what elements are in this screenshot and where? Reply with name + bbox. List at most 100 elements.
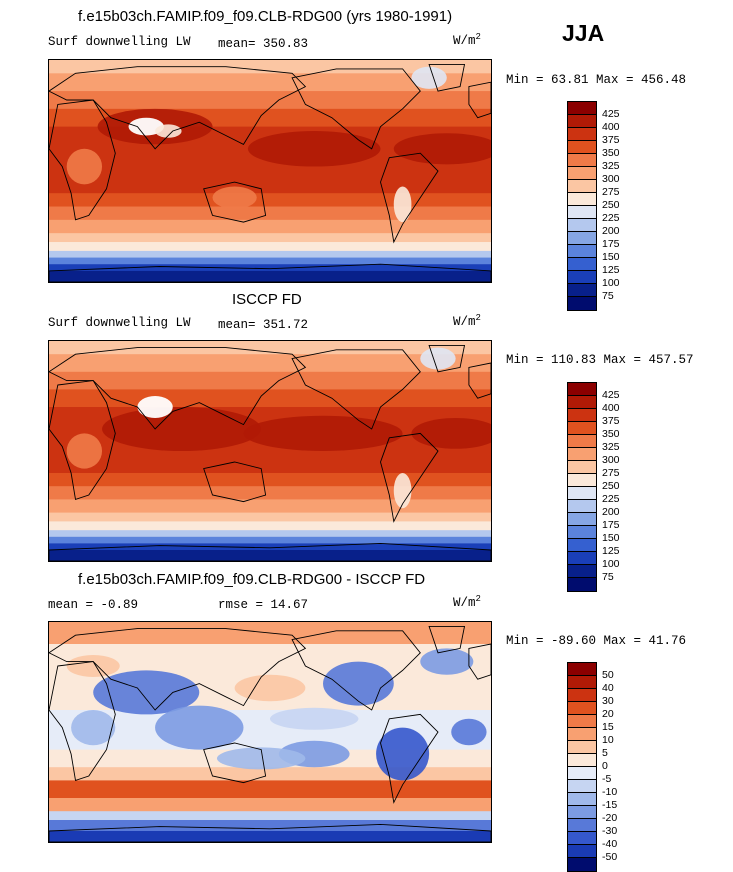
panel1-variable-label: Surf downwelling LW bbox=[48, 35, 191, 49]
panel1-units: W/m2 bbox=[453, 32, 481, 49]
coastline bbox=[428, 625, 466, 654]
field-band bbox=[49, 512, 491, 523]
colorbar-swatch bbox=[568, 219, 596, 232]
field-band bbox=[49, 644, 491, 667]
colorbar-tick-label: 325 bbox=[602, 160, 620, 172]
field-blob bbox=[323, 661, 394, 706]
field-blob bbox=[393, 186, 412, 223]
field-band bbox=[49, 270, 491, 282]
colorbar-swatch bbox=[568, 271, 596, 284]
colorbar-swatch bbox=[568, 154, 596, 167]
colorbar-tick-label: 225 bbox=[602, 493, 620, 505]
field-band bbox=[49, 264, 491, 272]
colorbar-tick-label: 375 bbox=[602, 134, 620, 146]
colorbar-swatch bbox=[568, 422, 596, 435]
colorbar-tick-label: -30 bbox=[602, 825, 618, 837]
colorbar-tick-label: 275 bbox=[602, 467, 620, 479]
colorbar-swatch bbox=[568, 435, 596, 448]
field-blob bbox=[216, 747, 306, 770]
field-band bbox=[49, 780, 491, 799]
colorbar-tick-label: 75 bbox=[602, 571, 614, 583]
coastline bbox=[380, 713, 439, 804]
colorbar-swatch bbox=[568, 232, 596, 245]
field-band bbox=[49, 206, 491, 221]
field-band bbox=[49, 219, 491, 235]
colorbar-tick-label: 300 bbox=[602, 173, 620, 185]
field-band bbox=[49, 371, 491, 391]
field-band bbox=[49, 242, 491, 252]
field-blob bbox=[66, 433, 103, 469]
coastline bbox=[291, 68, 421, 150]
panel2-map bbox=[48, 340, 492, 562]
colorbar-swatch bbox=[568, 258, 596, 271]
colorbar-tick-label: 10 bbox=[602, 734, 614, 746]
field-band bbox=[49, 389, 491, 408]
panel3-rmse-value: 14.67 bbox=[270, 598, 309, 612]
field-band bbox=[49, 341, 491, 356]
colorbar-tick-label: -20 bbox=[602, 812, 618, 824]
coastline bbox=[468, 643, 491, 680]
field-blob bbox=[420, 648, 474, 675]
colorbar-swatch bbox=[568, 715, 596, 728]
colorbar-swatch bbox=[568, 702, 596, 715]
coastline bbox=[203, 742, 267, 784]
field-blob bbox=[66, 148, 103, 185]
field-blob bbox=[137, 396, 173, 418]
colorbar-tick-label: 400 bbox=[602, 402, 620, 414]
colorbar-swatch bbox=[568, 578, 596, 591]
colorbar-tick-label: 15 bbox=[602, 721, 614, 733]
colorbar-swatch bbox=[568, 819, 596, 832]
colorbar-swatch bbox=[568, 754, 596, 767]
field-band bbox=[49, 354, 491, 373]
panel1-colorbar bbox=[567, 101, 597, 311]
field-band bbox=[49, 521, 491, 532]
field-band bbox=[49, 811, 491, 821]
panel3-map bbox=[48, 621, 492, 843]
colorbar-swatch bbox=[568, 193, 596, 206]
panel3-colorbar bbox=[567, 662, 597, 872]
field-band bbox=[49, 73, 491, 93]
colorbar-tick-label: 125 bbox=[602, 545, 620, 557]
colorbar-tick-label: 300 bbox=[602, 454, 620, 466]
colorbar-swatch bbox=[568, 728, 596, 741]
field-band bbox=[49, 767, 491, 782]
colorbar-tick-label: 425 bbox=[602, 108, 620, 120]
field-blob bbox=[93, 670, 200, 715]
field-band bbox=[49, 233, 491, 244]
panel1-mean-value: 350.83 bbox=[263, 37, 309, 51]
panel2-variable-label: Surf downwelling LW bbox=[48, 316, 191, 330]
coastline bbox=[49, 66, 307, 150]
field-blob bbox=[155, 705, 244, 750]
field-band bbox=[49, 91, 491, 110]
panel1-mean-label: mean= 350.83 bbox=[218, 37, 309, 51]
colorbar-swatch bbox=[568, 689, 596, 702]
colorbar-swatch bbox=[568, 448, 596, 461]
field-blob bbox=[102, 407, 262, 451]
colorbar-swatch bbox=[568, 245, 596, 258]
colorbar-tick-label: 400 bbox=[602, 121, 620, 133]
coastline bbox=[380, 432, 439, 523]
colorbar-tick-label: 75 bbox=[602, 290, 614, 302]
field-blob bbox=[71, 710, 116, 746]
colorbar-tick-label: 175 bbox=[602, 238, 620, 250]
colorbar-swatch bbox=[568, 128, 596, 141]
colorbar-swatch bbox=[568, 663, 596, 676]
colorbar-tick-label: -50 bbox=[602, 851, 618, 863]
coastline bbox=[468, 81, 491, 119]
coastline bbox=[49, 823, 491, 842]
colorbar-tick-label: 20 bbox=[602, 708, 614, 720]
colorbar-swatch bbox=[568, 284, 596, 297]
field-blob bbox=[376, 727, 430, 781]
colorbar-tick-label: 200 bbox=[602, 225, 620, 237]
field-blob bbox=[393, 133, 491, 165]
colorbar-swatch bbox=[568, 500, 596, 513]
panel2-mean-value: 351.72 bbox=[263, 318, 309, 332]
colorbar-tick-label: -40 bbox=[602, 838, 618, 850]
coastline bbox=[380, 152, 439, 244]
colorbar-tick-label: 350 bbox=[602, 428, 620, 440]
field-band bbox=[49, 499, 491, 514]
coastline bbox=[203, 181, 267, 223]
field-blob bbox=[234, 674, 306, 702]
panel2-range: Min = 110.83 Max = 457.57 bbox=[506, 353, 694, 367]
colorbar-swatch bbox=[568, 780, 596, 793]
